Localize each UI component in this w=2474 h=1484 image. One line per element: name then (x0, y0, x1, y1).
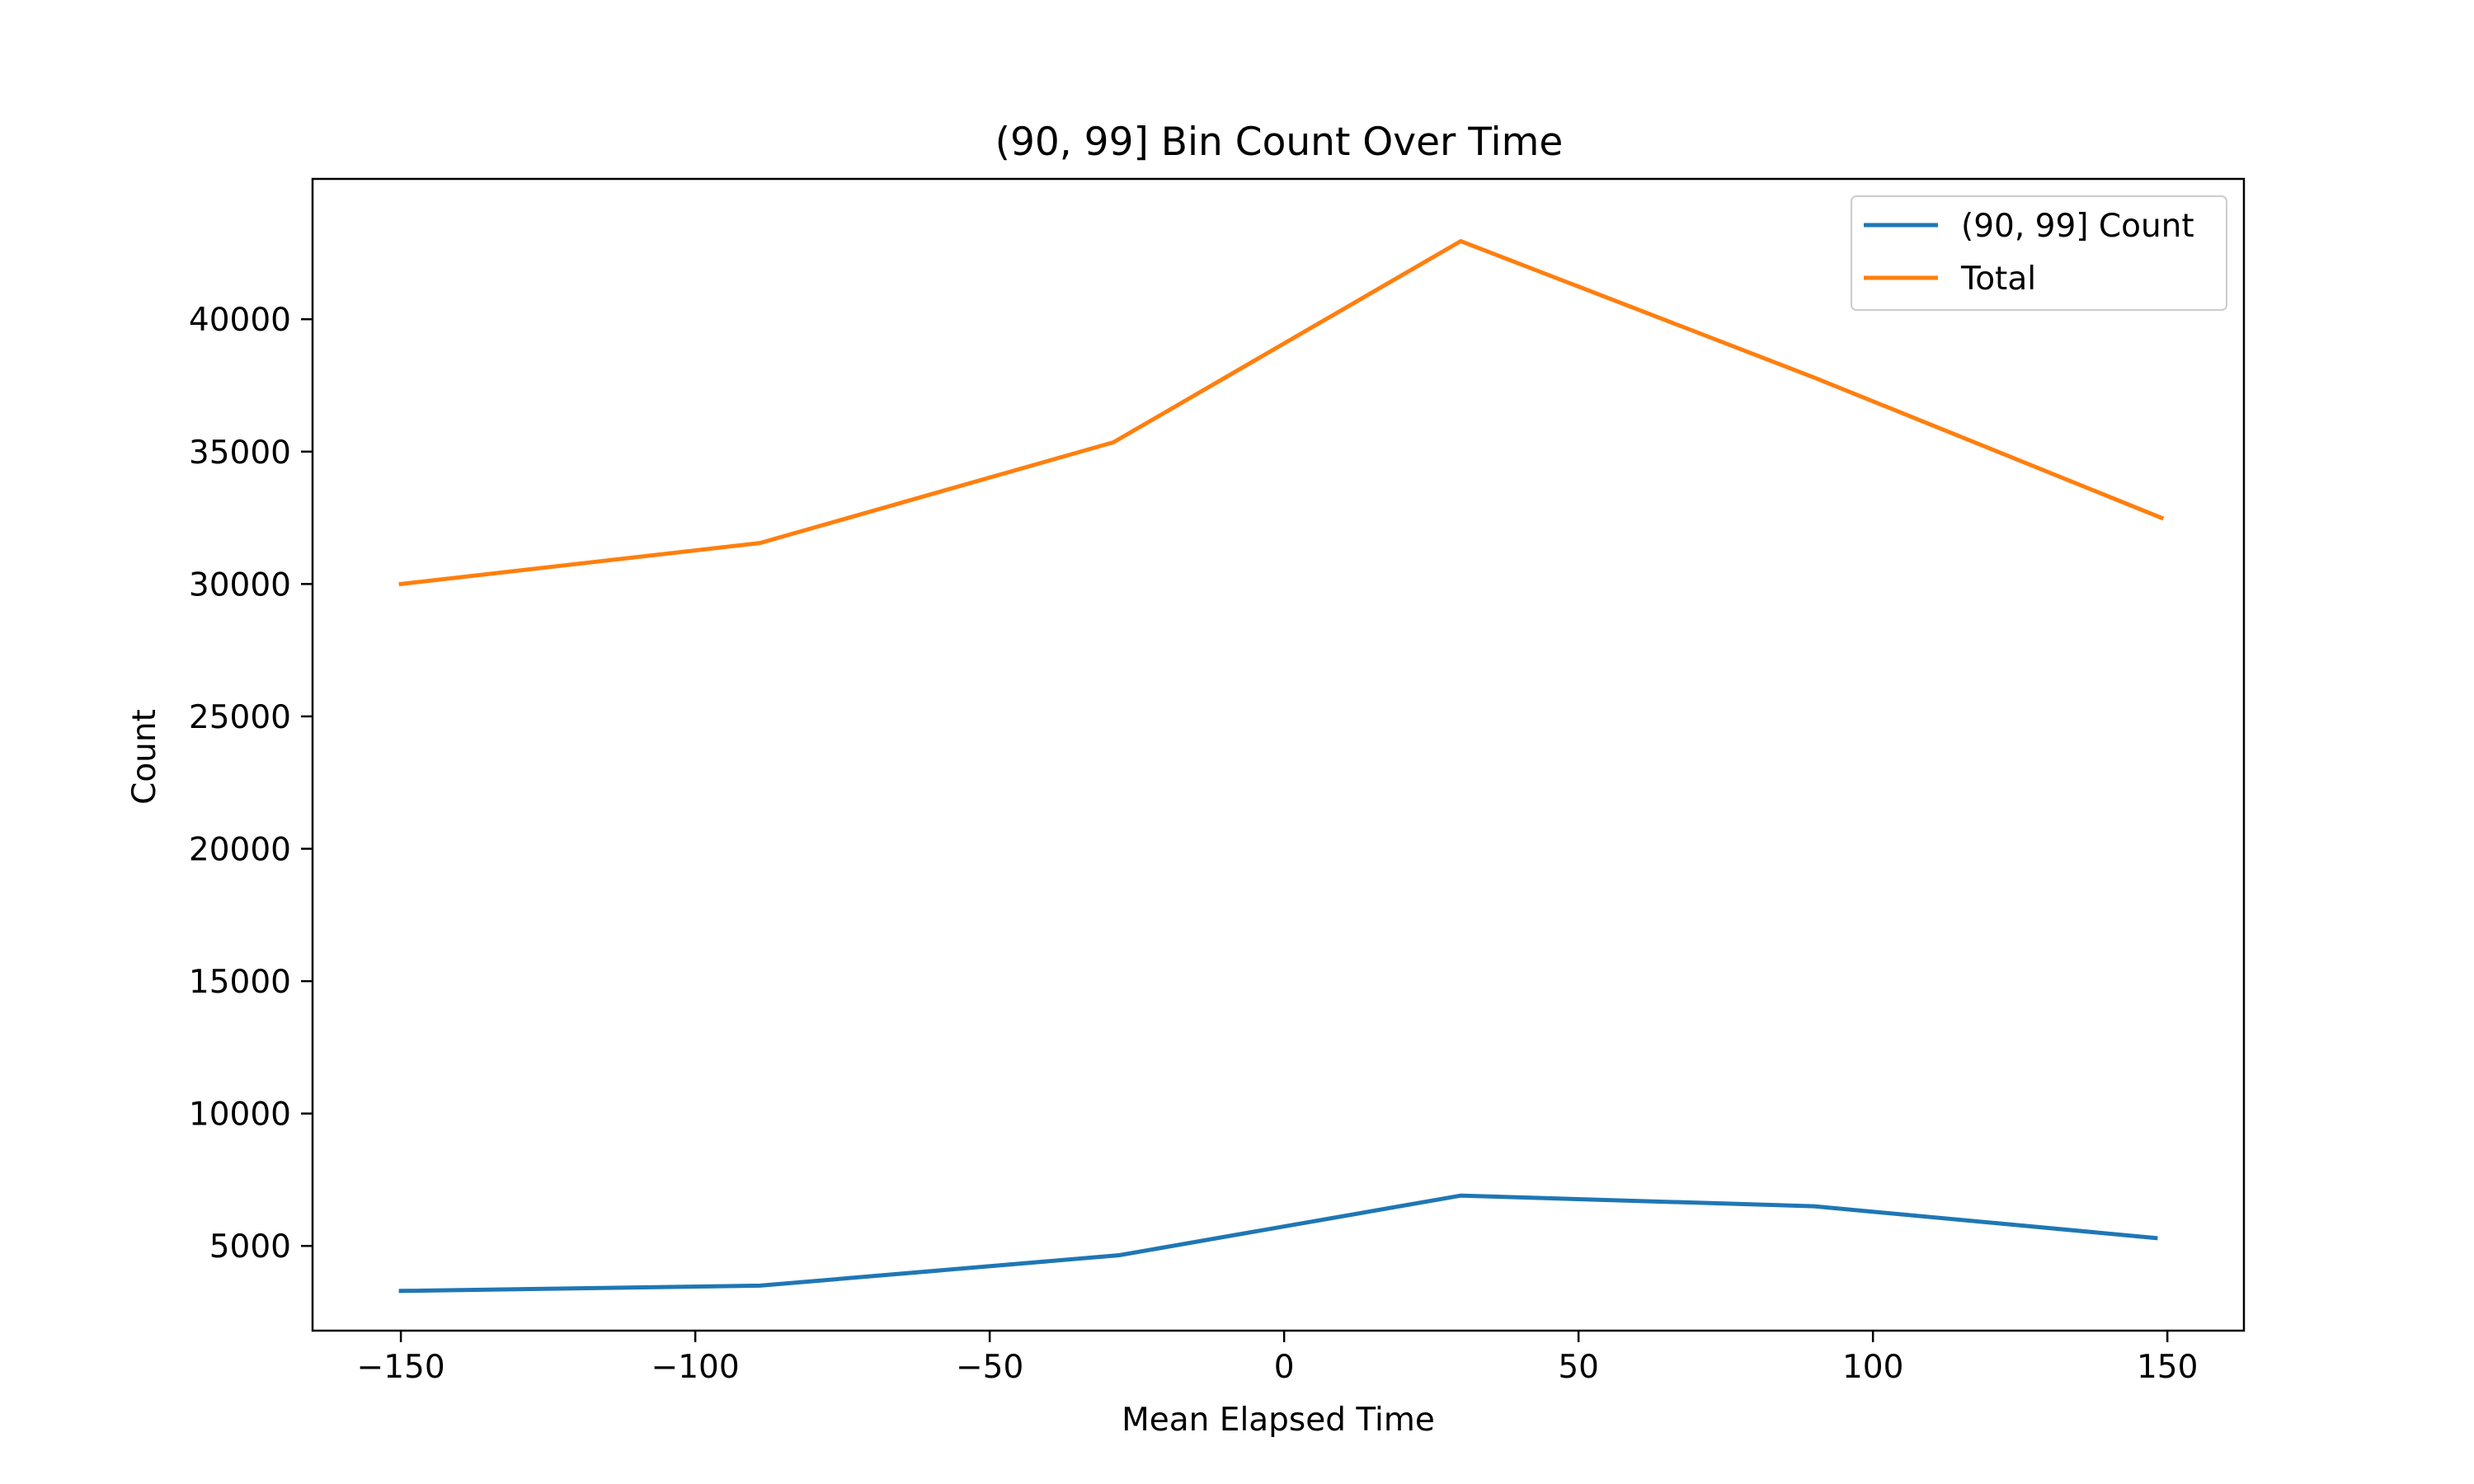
chart-title: (90, 99] Bin Count Over Time (995, 120, 1564, 165)
plot-frame (311, 177, 2246, 1332)
legend-label-count: (90, 99] Count (1961, 208, 2194, 245)
series-line-90-99-count (398, 1193, 2158, 1294)
y-tick-label: 30000 (189, 566, 291, 603)
y-tick-label: 40000 (189, 302, 291, 339)
x-tick-label: 150 (2137, 1349, 2198, 1386)
series-line-total (398, 239, 2165, 587)
y-tick-label: 20000 (189, 832, 291, 869)
legend: (90, 99] Count Total (1851, 195, 2227, 311)
legend-label-total: Total (1960, 261, 2036, 298)
y-tick-label: 5000 (209, 1228, 291, 1266)
y-tick-label: 15000 (189, 964, 291, 1001)
x-tick-label: 0 (1274, 1349, 1295, 1386)
y-axis-ticks: 5000 10000 15000 20000 25000 30000 35000 40000 (189, 302, 313, 1266)
x-tick-label: 100 (1842, 1349, 1903, 1386)
plot-lines (398, 239, 2165, 1294)
x-tick-label: 50 (1558, 1349, 1599, 1386)
x-axis-ticks: −150 −100 −50 0 50 100 150 (357, 1331, 2198, 1386)
legend-box (1851, 195, 2227, 311)
y-tick-label: 10000 (189, 1097, 291, 1134)
y-tick-label: 35000 (189, 434, 291, 472)
y-tick-label: 25000 (189, 699, 291, 736)
x-tick-label: −50 (956, 1349, 1023, 1386)
x-tick-label: −150 (357, 1349, 445, 1386)
x-axis-label: Mean Elapsed Time (1122, 1402, 1435, 1439)
y-axis-label: Count (126, 709, 163, 805)
x-tick-label: −100 (651, 1349, 740, 1386)
